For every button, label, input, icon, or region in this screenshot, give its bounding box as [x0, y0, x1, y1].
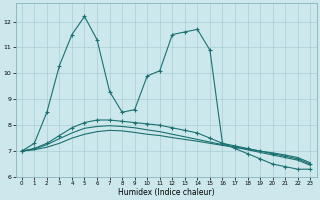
- X-axis label: Humidex (Indice chaleur): Humidex (Indice chaleur): [118, 188, 214, 197]
